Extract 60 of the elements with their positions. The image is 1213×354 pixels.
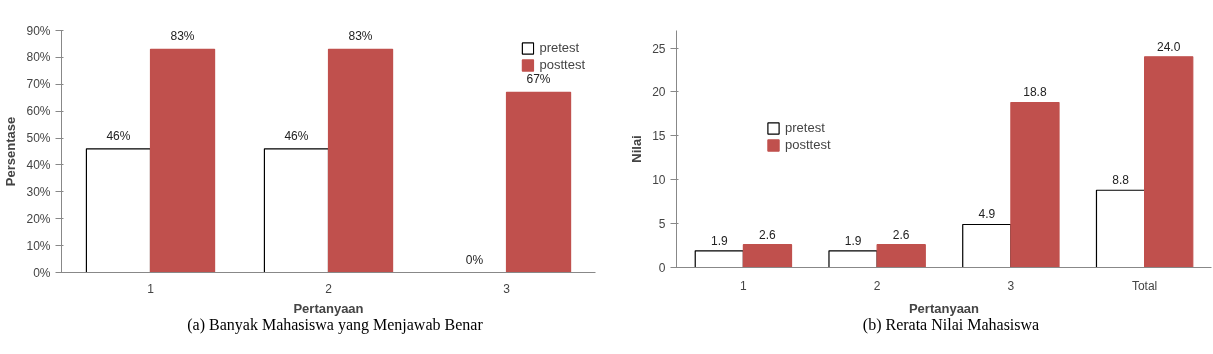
y-tick-label: 40% xyxy=(26,157,51,172)
y-tick-label: 60% xyxy=(26,104,51,119)
x-tick-label: 1 xyxy=(740,278,748,293)
bar xyxy=(327,48,394,273)
y-tick-label: 5 xyxy=(658,217,666,232)
x-tick-label: Total xyxy=(1131,278,1158,293)
x-axis-title: Pertanyaan xyxy=(908,300,980,316)
data-label: 46% xyxy=(106,128,131,143)
data-label: 67% xyxy=(526,72,551,87)
data-label: 1.9 xyxy=(710,233,728,248)
legend-label: posttest xyxy=(539,57,585,72)
y-tick-label: 30% xyxy=(26,184,51,199)
data-label: 24.0 xyxy=(1157,39,1181,54)
bar xyxy=(876,244,926,268)
bar xyxy=(828,250,878,268)
y-tick-label: 10 xyxy=(652,173,666,188)
data-label: 0% xyxy=(465,252,484,267)
bar xyxy=(1144,56,1194,268)
y-tick-label: 20% xyxy=(26,211,51,226)
x-tick-label: 2 xyxy=(873,278,881,293)
y-tick-label: 0 xyxy=(658,261,666,275)
y-tick-label: 15 xyxy=(652,129,666,144)
y-tick-label: 80% xyxy=(26,50,51,65)
x-tick-label: 3 xyxy=(503,281,511,296)
y-tick-label: 20 xyxy=(652,85,666,100)
bar xyxy=(1010,101,1060,268)
bar xyxy=(505,91,572,273)
bar xyxy=(149,48,216,273)
text: (b) Rerata Nilai Mahasiswa xyxy=(862,316,1040,336)
bar xyxy=(263,148,330,273)
legend-label: posttest xyxy=(785,137,831,152)
bar xyxy=(742,244,793,268)
data-label: 8.8 xyxy=(1112,173,1130,188)
data-label: 4.9 xyxy=(978,207,996,222)
data-label: 2.6 xyxy=(759,227,777,242)
y-tick-label: 50% xyxy=(26,131,51,146)
y-axis-title: Nilai xyxy=(629,135,645,163)
y-tick-label: 70% xyxy=(26,77,51,92)
x-tick-label: 1 xyxy=(147,281,155,296)
bar xyxy=(962,223,1012,268)
y-tick-label: 0% xyxy=(33,265,51,280)
y-tick-label: 90% xyxy=(26,23,51,38)
legend-label: pretest xyxy=(785,120,825,135)
y-axis-title: Persentase xyxy=(3,116,19,187)
data-label: 46% xyxy=(284,128,309,143)
bar xyxy=(85,148,152,273)
x-tick-label: 2 xyxy=(325,281,333,296)
data-label: 18.8 xyxy=(1023,85,1047,100)
bar xyxy=(694,250,744,268)
data-label: 1.9 xyxy=(844,233,862,248)
data-label: 2.6 xyxy=(892,227,910,242)
bar xyxy=(1095,189,1146,268)
x-axis-title: Pertanyaan xyxy=(293,300,364,316)
data-label: 83% xyxy=(348,29,373,44)
data-label: 83% xyxy=(170,29,195,44)
legend-label: pretest xyxy=(539,40,580,55)
x-tick-label: 3 xyxy=(1007,278,1015,293)
text: (a) Banyak Mahasiswa yang Menjawab Benar xyxy=(187,316,483,336)
y-tick-label: 10% xyxy=(26,238,51,253)
y-tick-label: 25 xyxy=(652,41,666,56)
